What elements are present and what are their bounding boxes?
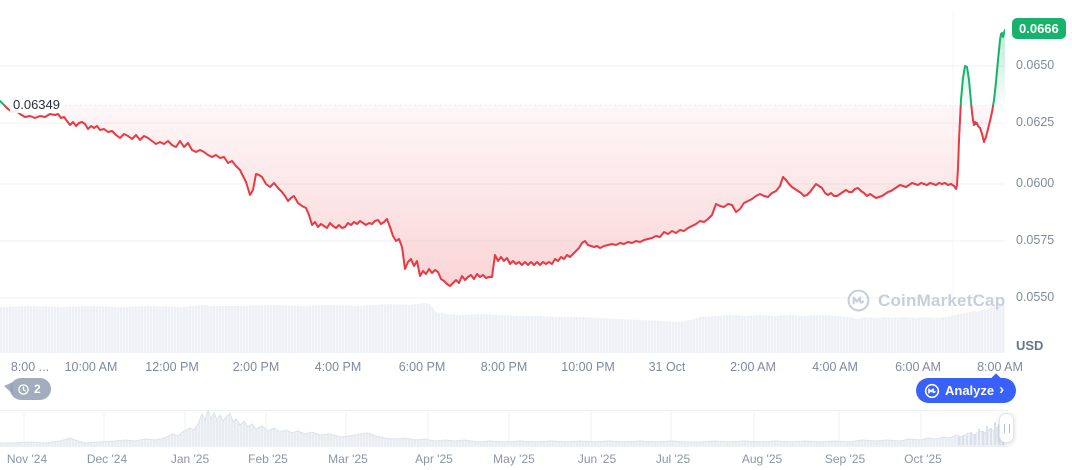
brush-right-handle[interactable]: [999, 413, 1014, 443]
analyze-button[interactable]: Analyze ›: [916, 378, 1017, 403]
history-count: 2: [34, 382, 41, 396]
chevron-right-icon: ›: [999, 381, 1005, 398]
analyze-label: Analyze: [945, 383, 995, 398]
clock-history-icon: [18, 383, 29, 395]
coinmarketcap-logo-icon: [924, 383, 940, 398]
grip-icon: [1003, 423, 1010, 433]
history-badge[interactable]: 2: [4, 378, 51, 400]
date-range-brush[interactable]: [0, 410, 1005, 446]
